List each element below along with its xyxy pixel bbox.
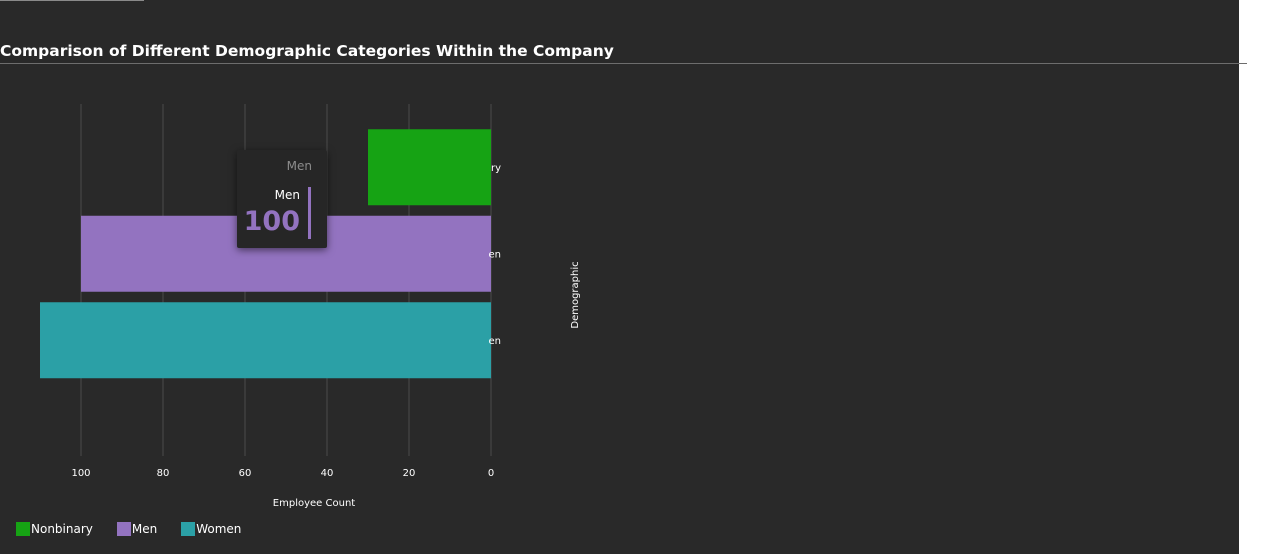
- category-label: en: [489, 249, 502, 260]
- bar-chart: ry en en 100 80 60 40 20 0 Employee Count Demog…: [40, 104, 581, 509]
- legend-swatch: [16, 522, 30, 536]
- legend-label: Women: [196, 522, 242, 536]
- legend-label: Nonbinary: [31, 522, 93, 536]
- x-tick-label: 0: [488, 468, 494, 479]
- x-axis-title: Employee Count: [273, 498, 355, 509]
- x-tick-label: 60: [239, 468, 252, 479]
- legend: Nonbinary Men Women: [16, 522, 265, 536]
- x-tick-label: 80: [157, 468, 170, 479]
- legend-item-nonbinary[interactable]: Nonbinary: [16, 522, 93, 536]
- tooltip-series-label: Men: [274, 188, 300, 202]
- category-labels: ry en en: [489, 163, 502, 347]
- title-divider: [0, 63, 1247, 64]
- bar-nonbinary[interactable]: [368, 129, 491, 206]
- tooltip-value: 100: [243, 206, 300, 237]
- chart-container: Comparison of Different Demographic Cate…: [0, 0, 1247, 554]
- legend-label: Men: [131, 522, 158, 536]
- tooltip: Men Men 100: [237, 150, 327, 248]
- x-tick-label: 40: [321, 468, 334, 479]
- category-label: en: [489, 336, 502, 347]
- bar-women[interactable]: [40, 302, 491, 379]
- tooltip-color-bar: [308, 187, 311, 239]
- tooltip-header: Men: [286, 159, 312, 173]
- top-divider: [0, 0, 144, 1]
- x-axis-ticks: 100 80 60 40 20 0: [71, 468, 494, 479]
- chart-title: Comparison of Different Demographic Cate…: [0, 42, 614, 60]
- category-label: ry: [491, 163, 501, 174]
- legend-item-women[interactable]: Women: [181, 522, 241, 536]
- legend-swatch: [116, 522, 131, 536]
- x-tick-label: 20: [403, 468, 416, 479]
- legend-swatch: [181, 522, 196, 536]
- legend-item-men[interactable]: Men: [116, 522, 158, 536]
- x-tick-label: 100: [71, 468, 90, 479]
- y-axis-title: Demographic: [570, 261, 581, 328]
